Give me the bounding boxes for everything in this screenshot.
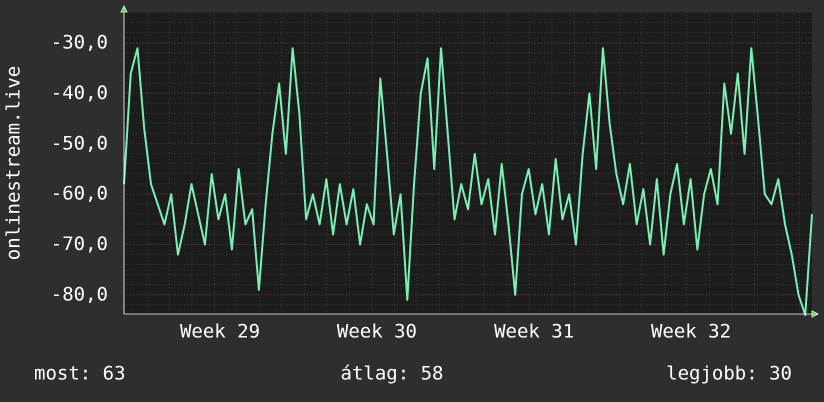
plot: -80,0 -70,0 -60,0 -50,0 -40,0 -30,0 Week 29 Wee… [51, 32, 813, 343]
x-axis [124, 310, 819, 318]
x-tick-label: Week 29 [180, 321, 260, 343]
y-axis-label: onlinestream.live [3, 66, 25, 260]
minor-grid [124, 12, 812, 314]
series-line [123, 47, 813, 317]
y-tick-label: -30,0 [51, 32, 108, 54]
footer-now: most: 63 [34, 363, 126, 385]
x-tick-label: Week 31 [494, 321, 574, 343]
x-tick-label: Week 30 [337, 321, 417, 343]
footer-best: legjobb: 30 [666, 363, 792, 385]
y-tick-label: -40,0 [51, 82, 108, 104]
y-tick-label: -70,0 [51, 233, 108, 255]
footer-average: átlag: 58 [341, 363, 444, 385]
y-axis [120, 5, 128, 314]
y-tick-label: -50,0 [51, 132, 108, 154]
y-tick-label: -60,0 [51, 183, 108, 205]
x-tick-label: Week 32 [651, 321, 731, 343]
y-tick-label: -80,0 [51, 283, 108, 305]
